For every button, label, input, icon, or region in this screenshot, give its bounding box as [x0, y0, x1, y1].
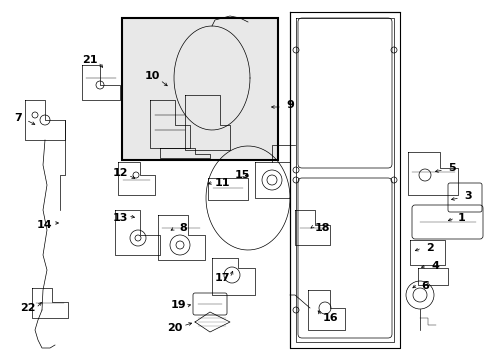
Text: 2: 2	[425, 243, 433, 253]
Text: 7: 7	[14, 113, 22, 123]
Text: 21: 21	[82, 55, 98, 65]
Text: 15: 15	[234, 170, 249, 180]
Bar	[122, 18, 278, 160]
Text: 18: 18	[314, 223, 329, 233]
Text: 13: 13	[112, 213, 127, 223]
Text: 1: 1	[457, 213, 465, 223]
Text: 6: 6	[420, 281, 428, 291]
Text: 16: 16	[322, 313, 337, 323]
Text: 11: 11	[214, 178, 229, 188]
Text: 22: 22	[20, 303, 36, 313]
Text: 17: 17	[214, 273, 229, 283]
Text: 12: 12	[112, 168, 127, 178]
Text: 10: 10	[144, 71, 160, 81]
Text: 19: 19	[170, 300, 185, 310]
Text: 9: 9	[285, 100, 293, 110]
Text: 5: 5	[447, 163, 455, 173]
Text: 14: 14	[37, 220, 53, 230]
Text: 8: 8	[179, 223, 186, 233]
Text: 20: 20	[167, 323, 183, 333]
Text: 3: 3	[463, 191, 471, 201]
Text: 4: 4	[430, 261, 438, 271]
